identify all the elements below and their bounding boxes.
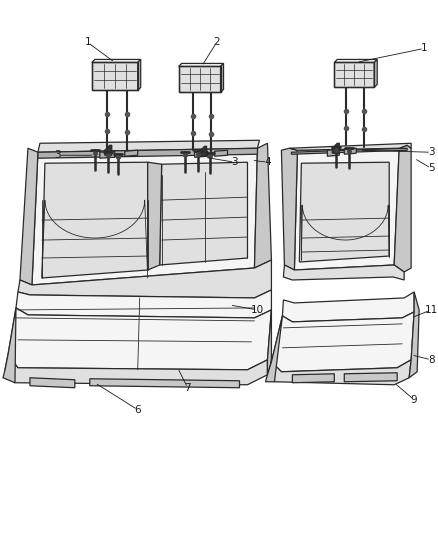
- Polygon shape: [291, 148, 407, 154]
- Polygon shape: [283, 265, 404, 280]
- Text: 3: 3: [428, 147, 434, 157]
- Polygon shape: [334, 60, 377, 62]
- Polygon shape: [30, 378, 75, 387]
- Polygon shape: [92, 62, 138, 91]
- Polygon shape: [300, 162, 389, 262]
- Polygon shape: [42, 162, 148, 278]
- Polygon shape: [5, 355, 268, 385]
- Polygon shape: [332, 143, 339, 153]
- Text: 5: 5: [428, 163, 434, 173]
- Polygon shape: [265, 316, 283, 382]
- Text: 3: 3: [55, 150, 61, 160]
- Polygon shape: [179, 63, 223, 67]
- Polygon shape: [344, 148, 356, 154]
- Text: 11: 11: [424, 305, 438, 315]
- Polygon shape: [334, 62, 374, 87]
- Polygon shape: [125, 150, 138, 156]
- Polygon shape: [290, 143, 411, 150]
- Text: 8: 8: [428, 355, 434, 365]
- Polygon shape: [32, 148, 258, 285]
- Polygon shape: [3, 308, 16, 383]
- Polygon shape: [92, 60, 141, 62]
- Text: 7: 7: [184, 383, 191, 393]
- Polygon shape: [221, 63, 223, 92]
- Polygon shape: [100, 151, 115, 158]
- Text: 10: 10: [251, 305, 264, 315]
- Polygon shape: [90, 379, 240, 387]
- Polygon shape: [254, 143, 272, 268]
- Polygon shape: [283, 292, 414, 322]
- Text: 4: 4: [264, 157, 271, 167]
- Text: 1: 1: [85, 37, 91, 47]
- Polygon shape: [327, 149, 339, 156]
- Polygon shape: [138, 60, 141, 91]
- Polygon shape: [394, 146, 411, 272]
- Polygon shape: [294, 148, 399, 270]
- Polygon shape: [16, 290, 272, 318]
- Polygon shape: [38, 140, 259, 152]
- Polygon shape: [105, 146, 112, 155]
- Polygon shape: [281, 148, 297, 270]
- Polygon shape: [200, 146, 207, 156]
- Polygon shape: [344, 373, 397, 382]
- Polygon shape: [215, 150, 227, 156]
- Polygon shape: [268, 360, 411, 385]
- Text: 3: 3: [231, 157, 238, 167]
- Polygon shape: [20, 148, 38, 285]
- Polygon shape: [409, 292, 419, 378]
- Polygon shape: [293, 374, 334, 383]
- Text: 1: 1: [421, 44, 427, 53]
- Polygon shape: [268, 310, 272, 375]
- Polygon shape: [374, 60, 377, 87]
- Text: 9: 9: [411, 395, 417, 405]
- Polygon shape: [179, 67, 221, 92]
- Text: 2: 2: [213, 37, 220, 47]
- Polygon shape: [272, 312, 414, 372]
- Text: 6: 6: [134, 405, 141, 415]
- Polygon shape: [160, 162, 247, 265]
- Polygon shape: [38, 148, 258, 158]
- Polygon shape: [148, 162, 162, 270]
- Polygon shape: [18, 260, 272, 298]
- Polygon shape: [194, 151, 208, 157]
- Polygon shape: [8, 308, 272, 370]
